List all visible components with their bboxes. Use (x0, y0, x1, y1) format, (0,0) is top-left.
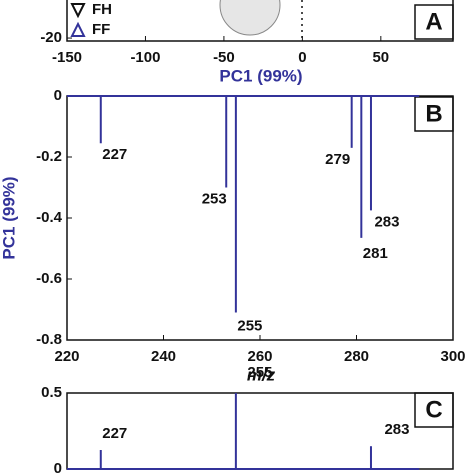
peak-label: 227 (102, 425, 127, 442)
cluster-ellipse (219, 0, 281, 36)
panel-letter: B (425, 100, 442, 127)
peak-label: 255 (237, 318, 262, 335)
legend-label: FH (92, 1, 112, 18)
y-tick-label: -0.6 (36, 270, 62, 287)
y-tick-label: -0.8 (36, 331, 62, 348)
x-tick-label: 0 (298, 49, 306, 66)
peak-label: 281 (363, 245, 388, 262)
peak-label: 253 (202, 190, 227, 207)
peak-label: 227 (102, 146, 127, 163)
y-tick-label: 0.5 (41, 384, 62, 401)
peak-label: 279 (325, 151, 350, 168)
peak-label: 255 (247, 364, 272, 381)
legend-label: FF (92, 21, 110, 38)
x-tick-label: 220 (54, 348, 79, 365)
x-tick-label: 280 (344, 348, 369, 365)
y-axis-label: PC1 (99%) (0, 176, 18, 259)
x-tick-label: 50 (372, 49, 389, 66)
y-tick-label: -0.4 (36, 209, 63, 226)
peak-label: 283 (384, 421, 409, 438)
x-tick-label: 260 (247, 348, 272, 365)
legend-marker (70, 3, 86, 19)
x-axis-label: m/z (247, 365, 276, 384)
y-tick-label: 0 (54, 87, 62, 104)
legend-marker (70, 21, 86, 37)
x-tick-label: -150 (52, 49, 82, 66)
panel-letter-box (414, 96, 454, 132)
y-tick-label: -0.2 (36, 148, 62, 165)
x-tick-label: -100 (130, 49, 160, 66)
panel-letter: C (425, 396, 442, 423)
x-tick-label: -50 (213, 49, 235, 66)
panel-letter: A (425, 8, 442, 35)
panel-letter-box (414, 392, 454, 428)
x-axis-label: PC1 (99%) (219, 66, 302, 85)
panel-letter-box (414, 4, 454, 40)
plot-frame (66, 0, 454, 42)
peak-label: 283 (374, 213, 399, 230)
y-tick-label: -20 (40, 29, 62, 46)
y-tick-label: 0 (54, 460, 62, 474)
x-tick-label: 300 (440, 348, 465, 365)
x-tick-label: 240 (151, 348, 176, 365)
